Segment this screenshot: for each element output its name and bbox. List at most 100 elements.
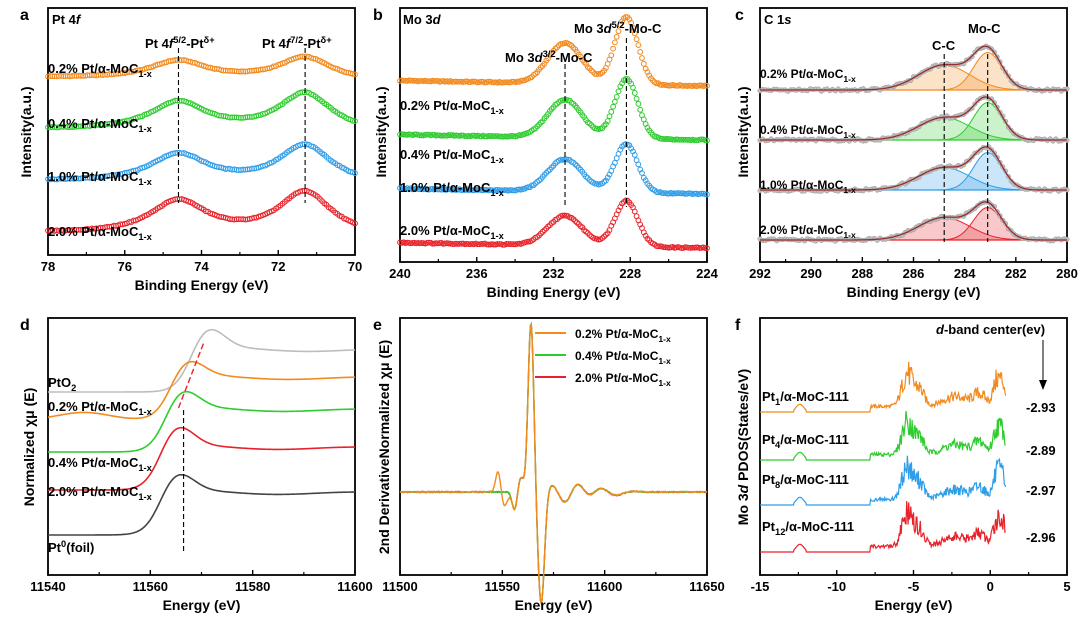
- sample-label-b-2: 1.0% Pt/α-MoC1-x: [400, 180, 505, 198]
- data-point: [599, 180, 606, 187]
- data-point: [595, 70, 602, 77]
- panel-c-xtick-label: 286: [903, 266, 925, 281]
- data-point: [491, 79, 497, 86]
- data-point: [613, 33, 620, 40]
- data-point: [657, 135, 663, 142]
- data-point: [548, 164, 555, 171]
- data-point: [680, 136, 687, 143]
- legend-label-e-1: 0.4% Pt/α-MoC1-x: [575, 349, 671, 366]
- panel-f-ylabel: Mo 3d PDOS(States/eV): [735, 369, 751, 525]
- data-point: [617, 83, 624, 90]
- data-point: [409, 77, 416, 84]
- series-d-1: [47, 360, 356, 420]
- data-point: [503, 133, 510, 140]
- data-point: [635, 161, 642, 168]
- data-point: [352, 170, 358, 177]
- data-point: [498, 79, 505, 86]
- data-point: [593, 71, 600, 77]
- data-point: [677, 190, 683, 197]
- data-point: [541, 60, 548, 67]
- sample-label-b-1: 0.4% Pt/α-MoC1-x: [400, 147, 505, 165]
- fit-envelope: [760, 201, 1067, 241]
- data-point: [640, 60, 647, 67]
- data-point: [465, 241, 472, 247]
- data-point: [691, 190, 698, 197]
- legend-label-e-2: 2.0% Pt/α-MoC1-x: [575, 371, 671, 388]
- data-point: [619, 18, 626, 25]
- panel-b-xlabel: Binding Energy (eV): [487, 284, 621, 300]
- panel-f-xtick-label: 5: [1063, 579, 1070, 594]
- data-point: [642, 232, 649, 239]
- data-point: [349, 117, 356, 124]
- sample-label-c-2: 1.0% Pt/α-MoC1-x: [760, 178, 856, 195]
- data-point: [352, 118, 358, 125]
- series-d-2: [48, 390, 356, 453]
- series-a-1: [45, 89, 358, 131]
- data-point: [505, 241, 512, 247]
- series-c-2: [757, 144, 1070, 194]
- sample-label-b-3: 2.0% Pt/α-MoC1-x: [400, 223, 505, 241]
- series-b-2: [397, 141, 710, 198]
- data-point: [631, 152, 638, 158]
- data-point: [435, 132, 441, 139]
- panel-b-xtick-label: 232: [543, 266, 565, 281]
- data-point: [608, 108, 615, 115]
- data-point: [633, 95, 640, 102]
- panel-a-title: Pt 4f: [52, 12, 82, 27]
- data-point: [673, 82, 680, 89]
- data-point: [613, 93, 620, 100]
- data-point: [602, 121, 609, 127]
- data-point: [534, 123, 541, 130]
- sample-label-d-pto2: PtO2: [48, 375, 76, 393]
- data-point: [604, 118, 611, 124]
- data-point: [704, 245, 710, 252]
- data-point: [440, 132, 447, 139]
- legend-arrowhead-f: [1039, 380, 1047, 390]
- data-point: [202, 208, 209, 215]
- data-point: [608, 52, 615, 59]
- data-point: [619, 80, 626, 87]
- data-point: [478, 241, 485, 247]
- data-point: [631, 30, 638, 37]
- data-point: [592, 71, 598, 77]
- data-point: [444, 186, 450, 193]
- series-b-3: [397, 197, 710, 252]
- sample-label-d-foil: Pt0(foil): [48, 539, 94, 555]
- data-point: [436, 240, 443, 246]
- data-point: [510, 187, 517, 194]
- data-point: [658, 82, 665, 88]
- panel-b-ylabel: Intensity(a.u.): [373, 86, 389, 177]
- data-point: [494, 241, 501, 247]
- series-f-0: [760, 361, 1007, 413]
- panel-d-xtick-label: 11540: [30, 579, 65, 594]
- sample-label-a-3: 2.0% Pt/α-MoC1-x: [48, 224, 153, 242]
- panel-f-xlabel: Energy (eV): [875, 597, 953, 613]
- data-point: [666, 136, 672, 143]
- data-point: [472, 186, 479, 193]
- data-point: [693, 244, 700, 251]
- data-point: [583, 61, 589, 67]
- series-f-1: [760, 410, 1006, 461]
- data-point: [478, 78, 485, 85]
- panel-a-xtick-label: 70: [348, 259, 362, 274]
- sample-label-c-0: 0.2% Pt/α-MoC1-x: [760, 67, 856, 84]
- data-point: [639, 55, 645, 61]
- data-point: [640, 116, 647, 123]
- panel-d-xtick-label: 11560: [133, 579, 168, 594]
- data-point: [510, 241, 517, 248]
- data-point: [418, 132, 425, 139]
- data-point: [537, 230, 544, 237]
- data-point: [602, 177, 609, 184]
- data-point: [496, 133, 503, 140]
- d-band-value-1: -2.89: [1026, 443, 1056, 458]
- data-point: [639, 170, 645, 176]
- panel-label-d: d: [20, 317, 30, 334]
- data-point: [628, 19, 635, 26]
- data-point: [669, 136, 676, 143]
- panel-e-xtick-label: 11650: [689, 579, 724, 594]
- plot-layer: [45, 7, 1070, 606]
- data-point: [689, 244, 696, 251]
- data-point: [635, 42, 642, 48]
- data-point: [500, 241, 506, 248]
